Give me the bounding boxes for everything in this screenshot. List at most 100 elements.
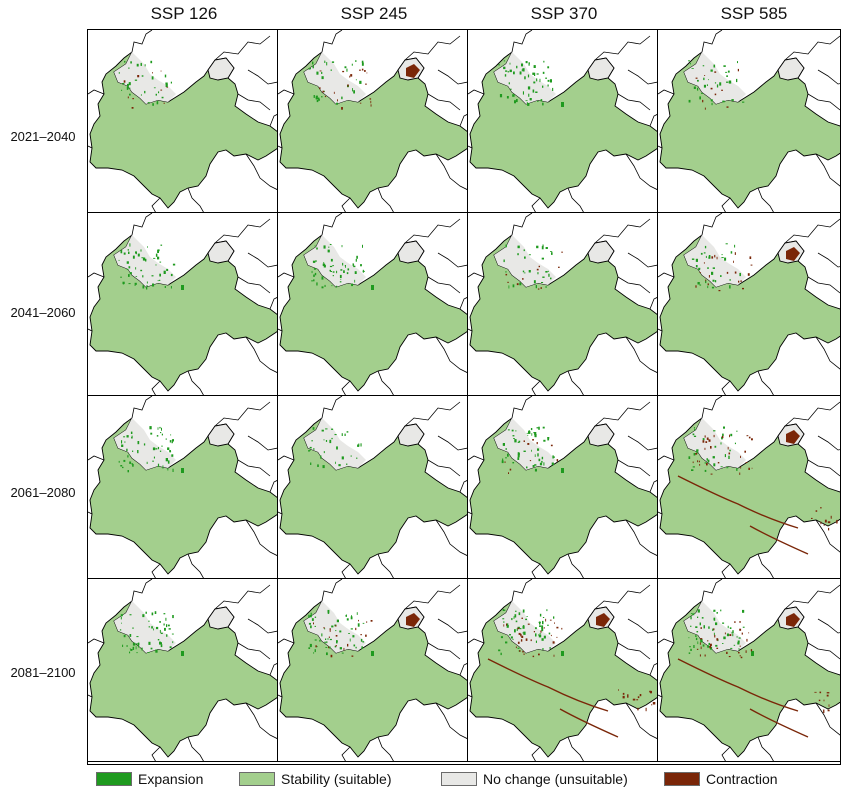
- region-no-change-ne: [207, 57, 235, 81]
- neighbour-border-6: [151, 380, 161, 395]
- neighbour-border-6: [341, 563, 351, 578]
- map-svg: [278, 396, 467, 578]
- neighbour-border-9: [459, 663, 467, 676]
- region-no-change: [494, 418, 556, 470]
- neighbour-border-0: [321, 579, 343, 602]
- map-panel-ssp585-2041-2060: [658, 213, 840, 396]
- neighbour-border-0: [701, 213, 723, 236]
- neighbour-border-6: [341, 197, 351, 212]
- region-no-change: [684, 52, 746, 104]
- neighbour-border-3: [617, 93, 651, 111]
- legend-item-no-change: No change (unsuitable): [441, 771, 628, 787]
- legend-item-stability: Stability (suitable): [239, 771, 392, 787]
- neighbour-border-3: [617, 642, 651, 660]
- neighbour-border-9: [649, 663, 657, 676]
- map-panel-ssp585-2081-2100: [658, 579, 840, 762]
- neighbour-border-7: [377, 736, 394, 761]
- region-no-change-ne: [777, 57, 805, 81]
- region-stability: [659, 600, 840, 758]
- region-expansion: [503, 244, 553, 289]
- neighbour-border-5: [658, 328, 663, 332]
- map-svg: [88, 213, 277, 395]
- map-svg: [278, 579, 467, 761]
- neighbour-border-1: [404, 584, 461, 610]
- region-expansion: [688, 609, 754, 656]
- neighbour-border-3: [807, 642, 840, 660]
- region-stability: [659, 234, 840, 392]
- neighbour-border-6: [341, 380, 351, 395]
- neighbour-border-4: [278, 455, 295, 461]
- neighbour-border-1: [594, 35, 651, 61]
- region-contraction: [695, 68, 739, 110]
- neighbour-border-6: [531, 380, 541, 395]
- map-svg: [468, 579, 657, 761]
- neighbour-border-4: [88, 89, 105, 95]
- region-contraction: [677, 613, 830, 738]
- neighbour-border-5: [278, 694, 283, 698]
- region-no-change: [114, 52, 176, 104]
- map-svg: [658, 579, 840, 761]
- neighbour-border-8: [815, 336, 840, 370]
- neighbour-border-0: [131, 579, 153, 602]
- neighbour-border-1: [784, 584, 840, 610]
- neighbour-border-9: [269, 480, 277, 493]
- neighbour-border-3: [427, 93, 461, 111]
- neighbour-border-6: [531, 746, 541, 761]
- neighbour-border-0: [511, 213, 533, 236]
- map-panel-ssp585-2061-2080: [658, 396, 840, 579]
- neighbour-border-4: [658, 272, 675, 278]
- neighbour-border-0: [131, 30, 153, 53]
- neighbour-border-8: [435, 336, 467, 373]
- neighbour-border-5: [278, 328, 283, 332]
- neighbour-border-8: [625, 519, 657, 556]
- region-no-change-ne: [207, 606, 235, 630]
- neighbour-border-2: [247, 252, 277, 268]
- neighbour-border-0: [511, 579, 533, 602]
- neighbour-border-9: [649, 480, 657, 493]
- map-svg: [88, 579, 277, 761]
- legend-label-no-change: No change (unsuitable): [483, 771, 628, 787]
- neighbour-border-2: [247, 435, 277, 451]
- region-expansion: [119, 611, 184, 656]
- region-expansion: [311, 244, 374, 290]
- neighbour-border-8: [245, 702, 277, 739]
- neighbour-border-7: [567, 553, 584, 578]
- region-no-change: [114, 601, 176, 653]
- neighbour-border-6: [151, 197, 161, 212]
- neighbour-border-8: [435, 519, 467, 556]
- region-stability: [89, 600, 277, 758]
- region-no-change-ne: [207, 423, 235, 447]
- neighbour-border-8: [815, 702, 840, 736]
- region-stability: [659, 51, 840, 209]
- legend-label-stability: Stability (suitable): [281, 771, 392, 787]
- map-panel-ssp245-2081-2100: [278, 579, 468, 762]
- neighbour-border-4: [658, 455, 675, 461]
- neighbour-border-6: [721, 746, 731, 761]
- neighbour-border-6: [721, 563, 731, 578]
- map-panel-ssp245-2041-2060: [278, 213, 468, 396]
- map-panel-ssp126-2081-2100: [88, 579, 278, 762]
- neighbour-border-4: [88, 455, 105, 461]
- region-expansion: [308, 609, 374, 656]
- neighbour-border-3: [807, 459, 840, 477]
- region-contraction: [677, 430, 838, 555]
- region-no-change: [304, 52, 366, 104]
- region-expansion: [498, 60, 564, 107]
- region-stability: [279, 234, 467, 392]
- region-no-change-ne: [397, 423, 425, 447]
- region-expansion: [118, 60, 172, 106]
- map-svg: [278, 30, 467, 212]
- region-stability: [469, 234, 657, 392]
- neighbour-border-9: [459, 114, 467, 127]
- neighbour-border-1: [594, 401, 651, 427]
- region-contraction: [505, 251, 563, 290]
- neighbour-border-4: [468, 638, 485, 644]
- region-stability: [469, 417, 657, 575]
- neighbour-border-9: [269, 663, 277, 676]
- neighbour-border-5: [88, 145, 93, 149]
- neighbour-border-1: [214, 584, 271, 610]
- neighbour-border-6: [151, 563, 161, 578]
- row-label-2041-2060: 2041–2060: [10, 305, 76, 320]
- neighbour-border-2: [247, 618, 277, 634]
- region-contraction: [319, 64, 420, 110]
